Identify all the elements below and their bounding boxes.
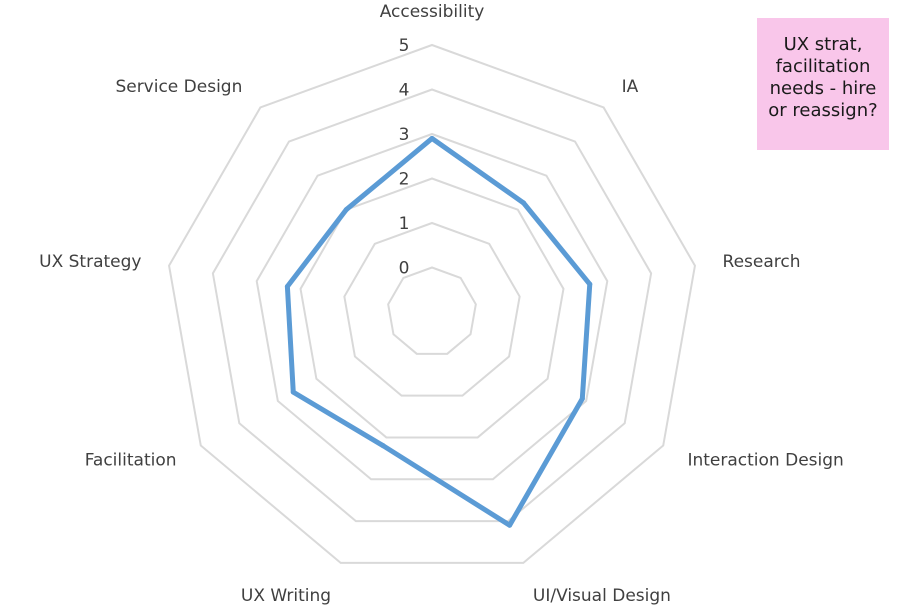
- category-label-ia: IA: [622, 77, 639, 97]
- tick-label-1: 1: [399, 214, 410, 234]
- data-point-ux-writing: [380, 443, 386, 449]
- data-point-interaction-design: [579, 396, 585, 402]
- sticky-note-line: UX strat,: [783, 34, 863, 55]
- tick-label-4: 4: [399, 81, 410, 101]
- category-label-service-design: Service Design: [115, 77, 242, 97]
- category-label-facilitation: Facilitation: [85, 451, 177, 471]
- tick-label-5: 5: [399, 36, 410, 56]
- sticky-note-line: or reassign?: [768, 100, 878, 121]
- grid-layer: [168, 43, 696, 564]
- data-point-ux-strategy: [284, 283, 290, 289]
- data-point-ia: [521, 200, 527, 206]
- data-point-service-design: [343, 207, 349, 213]
- sticky-note-line: needs - hire: [769, 78, 877, 99]
- data-point-accessibility: [429, 135, 435, 141]
- category-label-accessibility: Accessibility: [380, 2, 485, 22]
- category-label-interaction-design: Interaction Design: [687, 451, 843, 471]
- data-point-facilitation: [290, 389, 296, 395]
- grid-ring-4: [211, 88, 653, 523]
- category-label-layer: Accessibility IA Research Interaction Desig…: [39, 2, 844, 606]
- series-layer: [284, 135, 593, 528]
- sticky-note: UX strat, facilitation needs - hire or r…: [757, 18, 889, 150]
- category-label-ux-writing: UX Writing: [241, 586, 331, 606]
- grid-ring-2: [299, 177, 565, 439]
- grid-ring-3: [255, 132, 609, 481]
- grid-ring-0: [387, 266, 477, 355]
- tick-label-2: 2: [399, 170, 410, 190]
- sticky-note-line: facilitation: [775, 56, 871, 77]
- tick-layer: 0 1 2 3 4 5: [399, 36, 410, 279]
- grid-ring-5: [168, 43, 696, 564]
- category-label-ui-visual-design: UI/Visual Design: [533, 586, 671, 606]
- series-line-0: [284, 135, 593, 528]
- grid-ring-1: [343, 221, 521, 397]
- data-point-ui-visual-design: [507, 522, 513, 528]
- category-label-ux-strategy: UX Strategy: [39, 252, 141, 272]
- tick-label-3: 3: [399, 125, 410, 145]
- data-point-research: [587, 281, 593, 287]
- tick-label-0: 0: [399, 259, 410, 279]
- category-label-research: Research: [723, 252, 801, 272]
